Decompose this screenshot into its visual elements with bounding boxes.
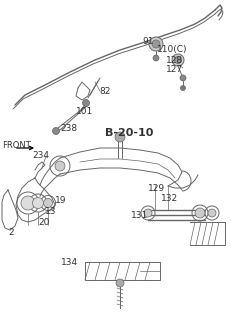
Circle shape xyxy=(82,100,89,107)
Text: 127: 127 xyxy=(166,65,183,74)
Circle shape xyxy=(152,40,160,48)
Circle shape xyxy=(180,75,186,81)
Circle shape xyxy=(43,198,52,207)
Text: 101: 101 xyxy=(76,107,94,116)
Text: 110(C): 110(C) xyxy=(157,45,188,54)
Circle shape xyxy=(55,161,65,171)
Circle shape xyxy=(116,279,124,287)
Circle shape xyxy=(153,55,159,61)
Circle shape xyxy=(21,196,35,210)
Circle shape xyxy=(174,57,182,63)
Circle shape xyxy=(180,85,185,91)
Text: 2: 2 xyxy=(8,228,14,237)
Text: 134: 134 xyxy=(61,258,78,267)
Circle shape xyxy=(115,132,125,142)
Text: 132: 132 xyxy=(161,194,178,203)
Text: 234: 234 xyxy=(32,151,49,160)
Text: 20: 20 xyxy=(38,218,49,227)
Text: FRONT: FRONT xyxy=(2,141,31,150)
Text: 129: 129 xyxy=(148,184,165,193)
Text: 82: 82 xyxy=(99,87,111,96)
Text: 238: 238 xyxy=(60,124,77,132)
Text: 131: 131 xyxy=(131,211,148,220)
Text: 91: 91 xyxy=(142,37,154,46)
Text: B-20-10: B-20-10 xyxy=(105,128,153,138)
Text: 128: 128 xyxy=(166,56,183,65)
Text: 13: 13 xyxy=(45,207,57,216)
Circle shape xyxy=(172,54,184,66)
Circle shape xyxy=(195,208,205,218)
Circle shape xyxy=(149,37,163,51)
Circle shape xyxy=(33,197,43,209)
Circle shape xyxy=(144,209,152,217)
Circle shape xyxy=(208,209,216,217)
Circle shape xyxy=(52,127,60,134)
Text: 19: 19 xyxy=(55,196,67,205)
